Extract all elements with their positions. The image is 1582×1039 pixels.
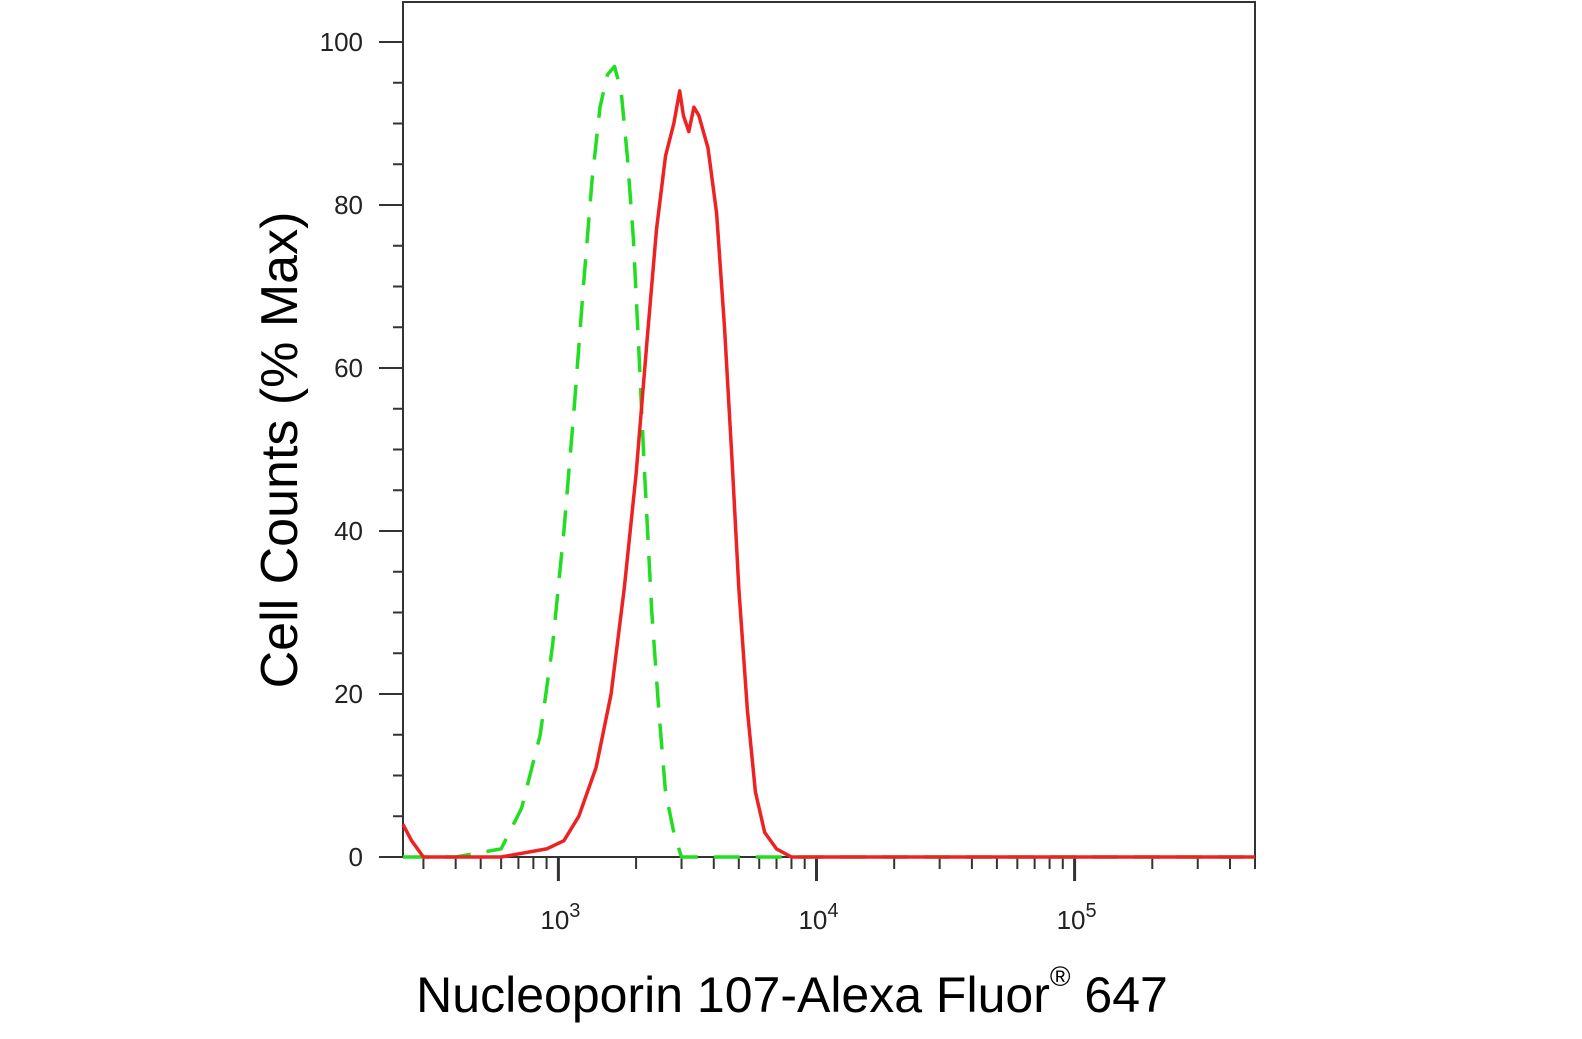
y-tick-label: 40 xyxy=(334,516,363,546)
x-axis-label-registered: ® xyxy=(1049,961,1071,993)
y-axis: 0 20 40 60 80 100 xyxy=(320,27,403,872)
plot-frame xyxy=(402,1,1256,858)
y-tick-label: 0 xyxy=(349,842,363,872)
y-tick-label: 60 xyxy=(334,353,363,383)
x-tick-label: 105 xyxy=(1057,900,1097,935)
series-line-dashed xyxy=(403,64,1255,859)
x-axis: 103 104 105 xyxy=(422,857,1256,935)
x-axis-label: Nucleoporin 107-Alexa Fluor® 647 xyxy=(416,961,1168,1024)
x-tick-label: 104 xyxy=(798,900,838,935)
x-axis-label-main: Nucleoporin 107-Alexa Fluor xyxy=(416,967,1050,1023)
y-tick-label: 80 xyxy=(334,190,363,220)
x-axis-label-tail: 647 xyxy=(1070,967,1168,1023)
series-group xyxy=(401,64,1255,859)
series-line-solid xyxy=(401,89,1255,859)
y-tick-label: 100 xyxy=(320,27,363,57)
x-tick-label: 103 xyxy=(540,900,580,935)
y-axis-label: Cell Counts (% Max) xyxy=(251,211,309,689)
y-tick-label: 20 xyxy=(334,679,363,709)
